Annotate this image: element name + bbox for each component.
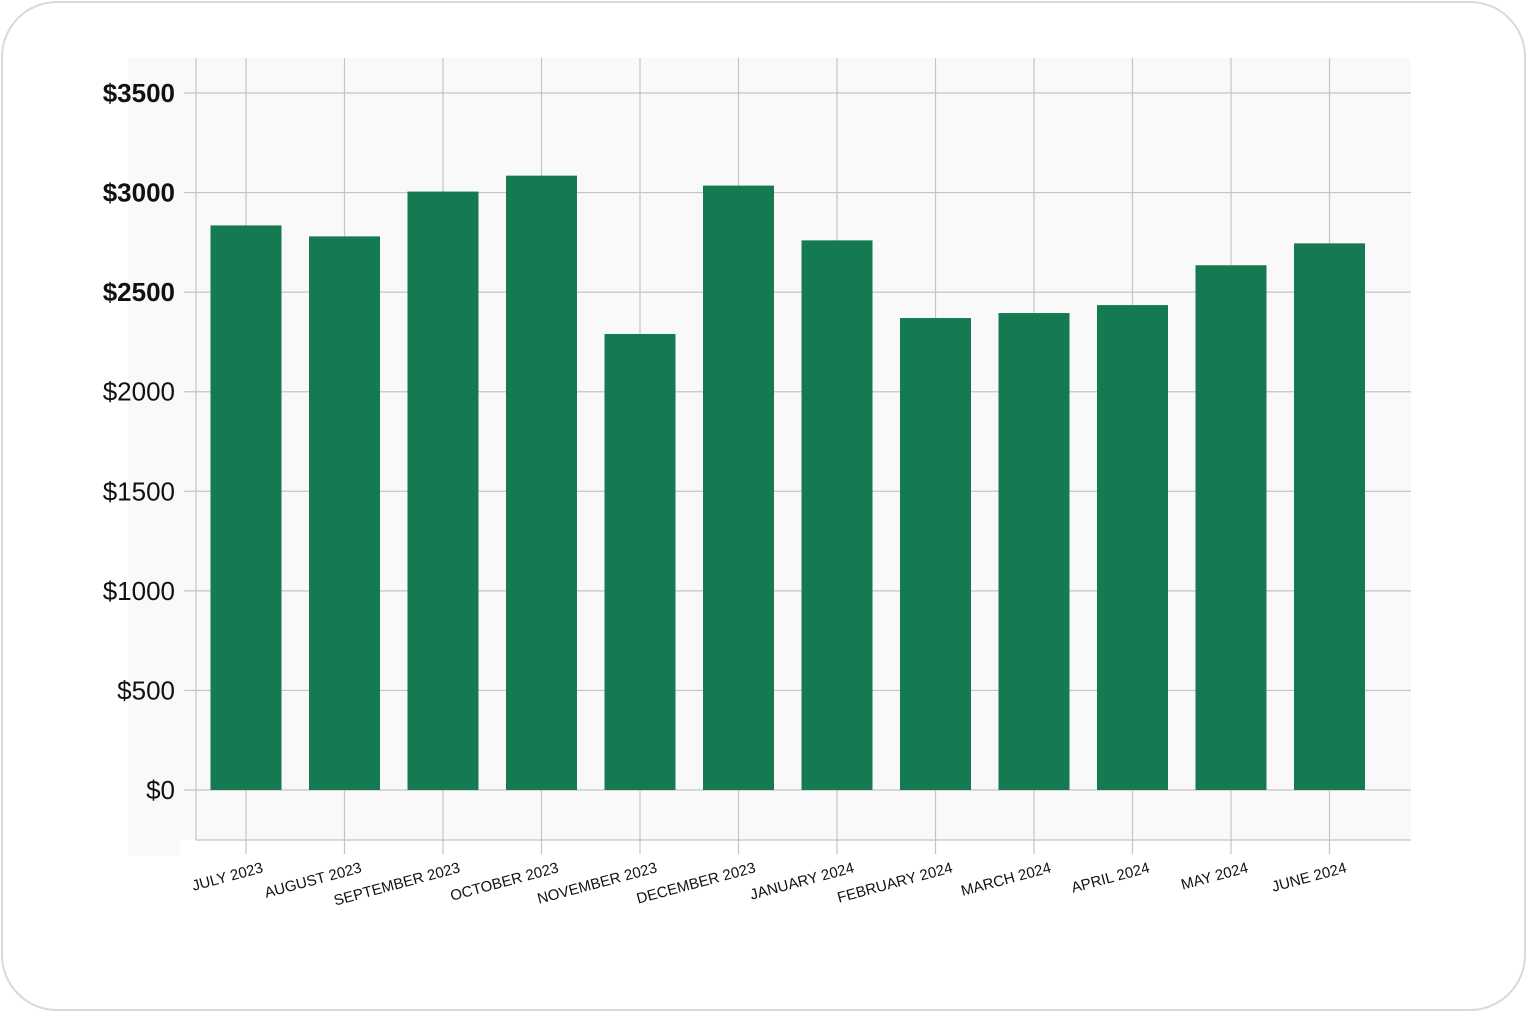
y-tick-label: $3500 (103, 78, 175, 108)
y-axis-tick-labels: $0 $500 $1000 $1500 $2000 $2500 $3000 $3500 (103, 78, 175, 805)
x-tick-label: MARCH 2024 (959, 859, 1053, 899)
bar (309, 236, 380, 790)
bar (1294, 243, 1365, 791)
y-tick-label: $1000 (103, 576, 175, 606)
x-tick-label: JUNE 2024 (1270, 859, 1349, 895)
y-tick-label: $2000 (103, 377, 175, 407)
bars (210, 175, 1365, 791)
y-tick-label: $500 (117, 675, 175, 705)
bar (900, 318, 971, 790)
x-tick-label: APRIL 2024 (1070, 859, 1152, 896)
bar (407, 191, 479, 791)
bar (1097, 305, 1168, 790)
bar (703, 185, 774, 790)
y-tick-label: $2500 (103, 277, 175, 307)
y-tick-label: $1500 (103, 476, 175, 506)
bar (506, 175, 577, 790)
x-tick-label: MAY 2024 (1179, 859, 1250, 893)
bar (801, 240, 873, 790)
bar (998, 313, 1070, 790)
plot-background-left (128, 58, 180, 856)
y-tick-label: $3000 (103, 178, 175, 208)
y-tick-label: $0 (146, 775, 175, 805)
bar (1195, 265, 1267, 791)
x-tick-label: JULY 2023 (190, 859, 265, 894)
bar (210, 225, 282, 790)
bar (604, 333, 676, 790)
